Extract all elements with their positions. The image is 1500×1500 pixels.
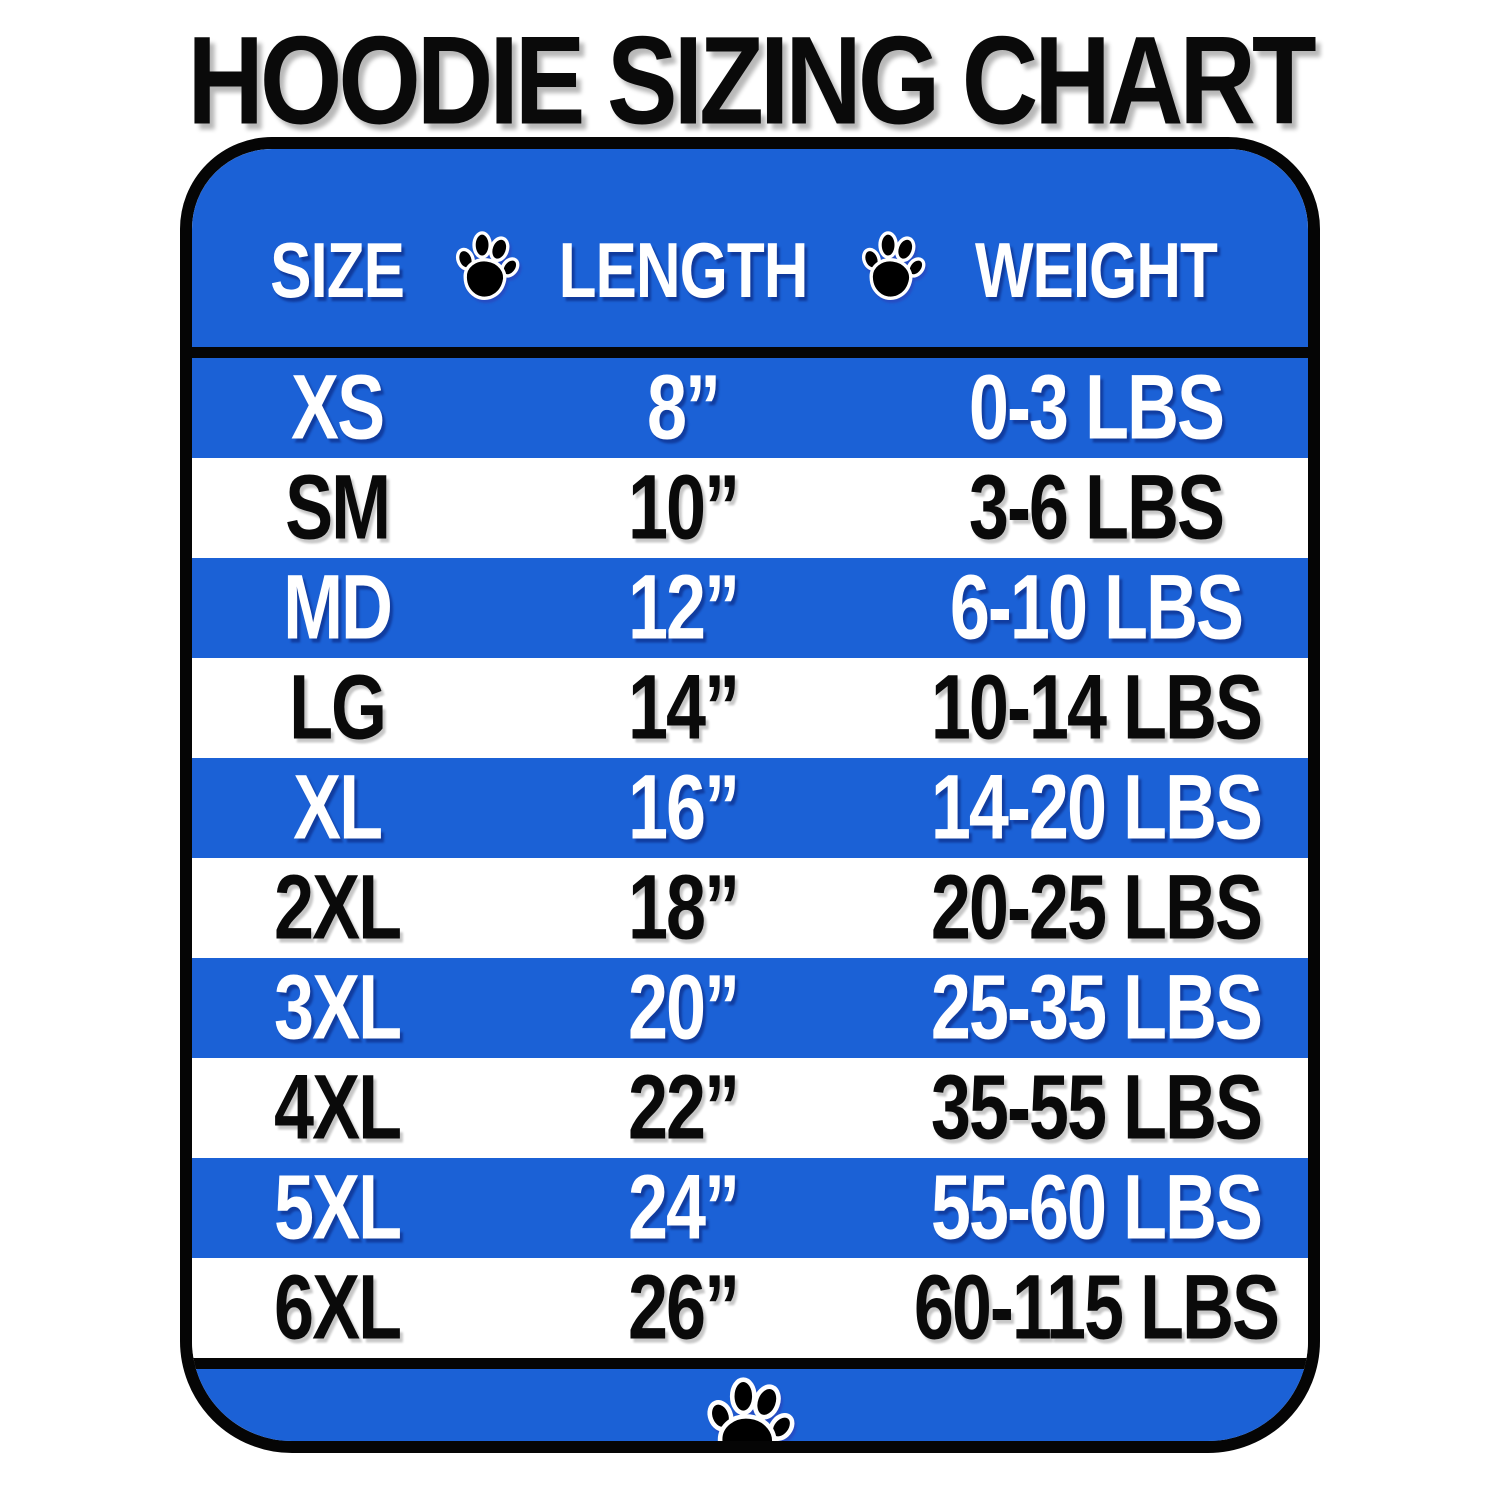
size-cell: 2XL [274,857,402,960]
paw-icon [857,227,928,305]
length-cell: 24” [627,1157,740,1260]
weight-cell: 14-20 LBS [930,757,1263,860]
paw-icon [702,1372,798,1453]
length-cell: 12” [627,557,740,660]
size-cell: XL [293,757,383,860]
table-row: 6XL 26” 60-115 LBS [192,1257,1308,1360]
chart-title: HOODIE SIZING CHART [187,11,1316,151]
table-row: XS 8” 0-3 LBS [192,357,1308,460]
column-header-length: LENGTH [558,228,809,315]
table-row: 5XL 24” 55-60 LBS [192,1157,1308,1260]
table-row: XL 16” 14-20 LBS [192,757,1308,860]
weight-cell: 10-14 LBS [930,657,1263,760]
paw-icon [451,227,522,305]
table-row: SM 10” 3-6 LBS [192,457,1308,560]
weight-cell: 60-115 LBS [913,1257,1280,1360]
size-cell: 4XL [274,1057,402,1160]
column-header-size: SIZE [270,228,405,315]
length-cell: 26” [627,1257,740,1360]
table-row: 3XL 20” 25-35 LBS [192,957,1308,1060]
column-header-weight: WEIGHT [974,228,1218,315]
weight-cell: 20-25 LBS [930,857,1263,960]
length-cell: 14” [627,657,740,760]
length-cell: 20” [627,957,740,1060]
table-header-row: SIZE LENGTH WEIGHT [192,149,1308,348]
table-row: MD 12” 6-10 LBS [192,557,1308,660]
size-cell: 5XL [274,1157,402,1260]
weight-cell: 6-10 LBS [949,557,1244,660]
size-cell: XS [291,357,385,460]
weight-cell: 35-55 LBS [930,1057,1263,1160]
table-row: 4XL 22” 35-55 LBS [192,1057,1308,1160]
size-cell: SM [285,457,391,560]
length-cell: 22” [627,1057,740,1160]
sizing-table: SIZE LENGTH WEIGHT XS 8” 0-3 LBS SM 10” … [180,137,1320,1454]
size-cell: MD [283,557,393,660]
length-cell: 18” [627,857,740,960]
weight-cell: 55-60 LBS [930,1157,1263,1260]
weight-cell: 3-6 LBS [968,457,1225,560]
table-row: 2XL 18” 20-25 LBS [192,857,1308,960]
table-row: LG 14” 10-14 LBS [192,657,1308,760]
table-footer [192,1369,1308,1453]
size-cell: 6XL [274,1257,402,1360]
size-cell: 3XL [274,957,402,1060]
length-cell: 16” [627,757,740,860]
weight-cell: 25-35 LBS [930,957,1263,1060]
length-cell: 8” [647,357,721,460]
size-cell: LG [289,657,387,760]
header-divider [192,347,1308,359]
weight-cell: 0-3 LBS [968,357,1225,460]
footer-divider [192,1358,1308,1370]
length-cell: 10” [627,457,740,560]
